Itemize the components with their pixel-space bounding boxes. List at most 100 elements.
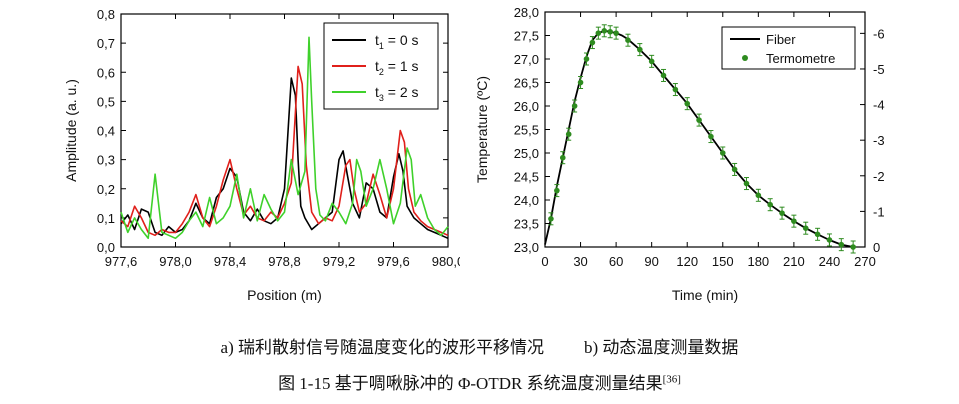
data-point-termometre <box>571 103 578 109</box>
x-tick-label-b: 120 <box>676 254 698 269</box>
data-point-termometre <box>826 237 833 243</box>
series-line-a-2 <box>120 65 449 237</box>
data-point-termometre <box>731 166 738 173</box>
x-tick-label-a: 979,6 <box>377 254 410 269</box>
legend-label-a-2: t2 = 1 s <box>375 58 419 77</box>
data-point-termometre <box>814 231 821 238</box>
data-point-termometre <box>589 39 596 46</box>
data-point-termometre <box>625 37 631 43</box>
y2-tick-label-b: -2 <box>873 169 885 184</box>
y-tick-label-b: 28,0 <box>514 5 539 20</box>
x-tick-label-b: 30 <box>573 254 587 269</box>
y-axis-label-b: Temperature (ºC) <box>474 76 490 183</box>
data-point-termometre <box>548 216 554 222</box>
data-point-termometre <box>559 154 566 161</box>
x-tick-label-b: 210 <box>783 254 805 269</box>
reference-mark: [36] <box>662 373 681 386</box>
data-point-termometre <box>779 210 785 216</box>
data-point-termometre <box>565 131 572 137</box>
y-tick-label-a: 0,1 <box>97 211 115 226</box>
data-point-termometre <box>838 241 845 248</box>
data-point-termometre <box>743 180 750 187</box>
data-point-termometre <box>719 150 726 156</box>
legend-label-termometre: Termometre <box>766 51 835 66</box>
x-tick-label-b: 90 <box>644 254 658 269</box>
x-tick-label-b: 180 <box>747 254 769 269</box>
y-tick-label-b: 24,0 <box>514 193 539 208</box>
y-tick-label-b: 23,0 <box>514 240 539 255</box>
y-tick-label-a: 0,2 <box>97 182 115 197</box>
data-point-termometre <box>672 86 679 93</box>
data-point-termometre <box>583 56 590 62</box>
legend-box-b <box>721 26 856 70</box>
x-tick-label-b: 0 <box>541 254 548 269</box>
x-axis-label-b: Time (min) <box>672 287 738 303</box>
y-tick-label-b: 25,5 <box>514 123 539 138</box>
x-tick-label-b: 270 <box>854 254 876 269</box>
data-point-termometre <box>577 79 584 86</box>
y-tick-label-a: 0,0 <box>97 240 115 255</box>
data-point-termometre <box>708 133 714 140</box>
subfigure-captions: a) 瑞利散射信号随温度变化的波形平移情况 b) 动态温度测量数据 <box>0 333 959 358</box>
y-tick-label-a: 0,5 <box>97 94 115 109</box>
legend-label-fiber: Fiber <box>766 32 796 47</box>
y2-tick-label-b: -1 <box>873 204 885 219</box>
y-axis-label-a: Amplitude (a. u.) <box>63 79 79 182</box>
y-tick-label-b: 25,0 <box>514 146 539 161</box>
x-tick-label-a: 977,6 <box>105 254 138 269</box>
legend-label-a-1: t1 = 0 s <box>375 32 419 51</box>
y-tick-label-a: 0,4 <box>97 124 115 139</box>
data-point-termometre <box>802 225 809 231</box>
y2-tick-label-b: -5 <box>873 62 885 77</box>
y-tick-label-b: 26,0 <box>514 99 539 114</box>
x-tick-label-a: 979,2 <box>323 254 356 269</box>
data-point-termometre <box>554 187 560 194</box>
y2-tick-label-b: 0 <box>873 240 880 255</box>
data-point-termometre <box>684 100 691 107</box>
legend-b: Fiber Termometre <box>721 26 856 70</box>
y2-tick-label-b: -3 <box>873 133 885 148</box>
caption-a: a) 瑞利散射信号随温度变化的波形平移情况 <box>220 338 545 357</box>
y2-tick-label-b: -4 <box>873 98 885 113</box>
chart-b-temperature-vs-time: 0 30 60 90 120 150 180 210 240 270 23,0 23,5 24,0 24,… <box>474 5 885 303</box>
data-point-termometre <box>595 30 602 36</box>
x-axis-label-a: Position (m) <box>247 287 322 303</box>
x-tick-label-a: 980,0 <box>432 254 460 269</box>
data-point-termometre <box>767 201 773 208</box>
series-line-fiber <box>544 29 854 248</box>
x-tick-label-a: 978,8 <box>268 254 301 269</box>
caption-b: b) 动态温度测量数据 <box>584 338 739 357</box>
y-tick-label-b: 23,5 <box>514 217 539 232</box>
y-tick-label-a: 0,7 <box>97 36 115 51</box>
y-tick-label-b: 27,0 <box>514 52 539 67</box>
figure-caption: 图 1-15 基于啁啾脉冲的 Φ-OTDR 系统温度测量结果[36] <box>0 369 959 394</box>
x-tick-label-b: 240 <box>819 254 841 269</box>
data-point-termometre <box>850 244 856 250</box>
data-point-termometre <box>637 46 643 53</box>
chart-a-amplitude-vs-position: 977,6 978,0 978,4 978,8 979,2 979,6 980,0 0,0 0,… <box>63 7 460 303</box>
data-point-termometre <box>755 192 762 199</box>
y-tick-label-a: 0,8 <box>97 7 115 22</box>
x-tick-label-a: 978,0 <box>159 254 192 269</box>
y-tick-label-a: 0,3 <box>97 153 115 168</box>
data-point-termometre <box>648 58 655 65</box>
x-tick-label-b: 150 <box>712 254 734 269</box>
figure-caption-text: 图 1-15 基于啁啾脉冲的 Φ-OTDR 系统温度测量结果 <box>278 374 663 393</box>
y-tick-label-b: 26,5 <box>514 76 539 91</box>
data-point-termometre <box>601 28 608 34</box>
x-tick-label-a: 978,4 <box>214 254 247 269</box>
legend-swatch-termometre <box>742 55 748 61</box>
series-line-a-3 <box>120 36 449 240</box>
x-tick-label-b: 60 <box>609 254 623 269</box>
data-point-termometre <box>607 28 613 35</box>
legend-label-a-3: t3 = 2 s <box>375 84 419 103</box>
y-tick-label-b: 27,5 <box>514 29 539 44</box>
legend-a: t1 = 0 s t2 = 1 s t3 = 2 s <box>323 22 439 110</box>
data-point-termometre <box>791 218 797 224</box>
y-tick-label-b: 24,5 <box>514 170 539 185</box>
data-point-termometre <box>660 72 667 79</box>
data-point-termometre <box>696 117 702 123</box>
y2-tick-label-b: -6 <box>873 26 885 41</box>
data-point-termometre <box>613 30 619 36</box>
y-tick-label-a: 0,6 <box>97 65 115 80</box>
